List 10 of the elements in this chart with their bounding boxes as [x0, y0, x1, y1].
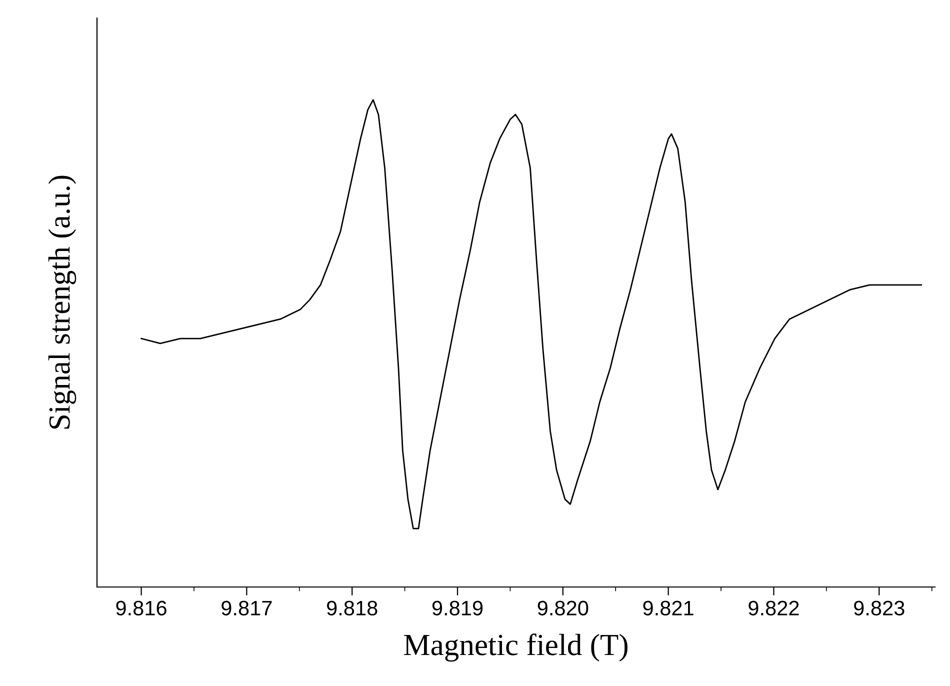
x-tick-label: 9.821 — [643, 600, 694, 616]
x-tick-label: 9.820 — [538, 600, 588, 616]
x-tick-label: 9.817 — [222, 600, 272, 616]
x-tick-label: 9.822 — [748, 600, 799, 616]
x-tick-label: 9.816 — [116, 600, 166, 616]
x-tick-label: 9.818 — [327, 600, 378, 616]
y-axis-title: Signal strength (a.u.) — [48, 176, 76, 429]
x-tick-label: 9.823 — [854, 600, 904, 616]
x-tick-label: 9.819 — [432, 600, 483, 616]
x-axis-title: Magnetic field (T) — [404, 634, 628, 662]
